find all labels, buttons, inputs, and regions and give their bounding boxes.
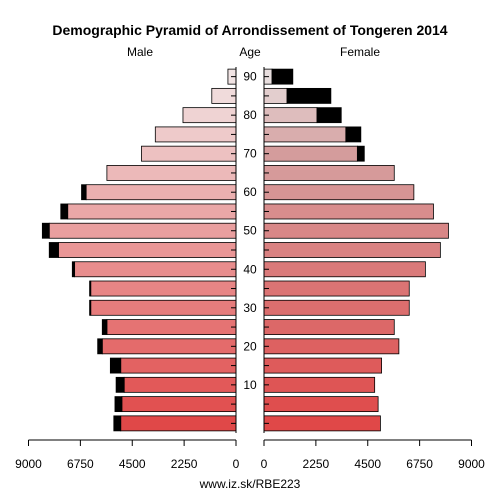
age-label: Age [239, 45, 261, 59]
male-bar-55-59 [67, 203, 237, 220]
age-tick-label: 40 [243, 262, 257, 276]
female-bar-0-4 [263, 415, 381, 432]
female-bar-60-64 [263, 184, 415, 201]
age-tick-label: 70 [243, 147, 257, 161]
female-excess-bar-75-79 [345, 126, 362, 143]
male-bar-20-24 [101, 338, 237, 355]
male-bar-80-84 [182, 107, 237, 124]
male-excess-bar-5-9 [114, 396, 123, 413]
male-bar-45-49 [58, 242, 237, 258]
male-excess-bar-0-4 [113, 415, 122, 432]
female-bar-25-29 [263, 319, 395, 335]
female-bar-10-14 [263, 376, 376, 393]
male-excess-bar-50-54 [41, 222, 50, 239]
age-tick-label: 90 [243, 70, 257, 84]
female-bar-35-39 [263, 280, 410, 297]
chart-title: Demographic Pyramid of Arrondissement of… [52, 22, 447, 38]
female-excess-bar-90+ [271, 68, 294, 85]
female-bar-50-54 [263, 222, 449, 239]
male-bar-50-54 [48, 222, 237, 239]
age-tick-label: 60 [243, 185, 257, 199]
female-bar-70-74 [263, 145, 358, 162]
male-bar-30-34 [90, 299, 237, 316]
female-bar-5-9 [263, 396, 379, 413]
female-excess-bar-85-89 [286, 87, 332, 104]
female-x-tick-label: 2250 [303, 457, 330, 471]
male-x-tick-label: 4500 [119, 457, 146, 471]
male-excess-bar-35-39 [89, 280, 92, 297]
male-label: Male [127, 45, 153, 59]
age-tick-label: 20 [243, 339, 257, 353]
female-bar-15-19 [263, 357, 382, 374]
male-x-tick-label: 9000 [15, 457, 42, 471]
bars-layer [41, 68, 449, 432]
male-bar-60-64 [85, 184, 237, 201]
female-bar-65-69 [263, 165, 395, 181]
source-footer: www.iz.sk/RBE223 [199, 477, 301, 491]
male-bar-70-74 [141, 145, 237, 162]
female-x-tick-label: 6750 [406, 457, 433, 471]
male-excess-bar-25-29 [101, 319, 108, 335]
female-excess-bar-80-84 [316, 107, 342, 124]
male-bar-10-14 [123, 376, 237, 393]
male-bar-5-9 [121, 396, 237, 413]
female-bar-30-34 [263, 299, 410, 316]
female-x-tick-label: 4500 [354, 457, 381, 471]
female-label: Female [340, 45, 380, 59]
age-tick-label: 30 [243, 301, 257, 315]
male-bar-0-4 [120, 415, 237, 432]
male-excess-bar-60-64 [81, 184, 87, 201]
male-excess-bar-20-24 [97, 338, 103, 355]
male-excess-bar-15-19 [109, 357, 122, 374]
age-tick-label: 80 [243, 108, 257, 122]
male-x-tick-label: 0 [233, 457, 240, 471]
male-x-tick-label: 2250 [171, 457, 198, 471]
female-bar-80-84 [263, 107, 318, 124]
female-x-tick-label: 9000 [458, 457, 485, 471]
female-bar-55-59 [263, 203, 434, 220]
male-bar-35-39 [90, 280, 237, 297]
male-excess-bar-30-34 [89, 299, 92, 316]
male-bar-75-79 [154, 126, 237, 143]
female-x-tick-label: 0 [261, 457, 268, 471]
female-excess-bar-70-74 [356, 145, 365, 162]
male-excess-bar-45-49 [48, 242, 59, 258]
male-excess-bar-55-59 [60, 203, 69, 220]
male-excess-bar-40-44 [71, 261, 76, 278]
female-bar-45-49 [263, 242, 441, 258]
female-bar-75-79 [263, 126, 347, 143]
male-x-tick-label: 6750 [67, 457, 94, 471]
male-bar-40-44 [74, 261, 237, 278]
male-bar-65-69 [106, 165, 237, 181]
female-bar-40-44 [263, 261, 426, 278]
age-tick-label: 10 [243, 378, 257, 392]
female-bar-20-24 [263, 338, 400, 355]
male-bar-15-19 [120, 357, 237, 374]
age-tick-label: 50 [243, 224, 257, 238]
male-excess-bar-10-14 [115, 376, 125, 393]
male-bar-25-29 [106, 319, 237, 335]
